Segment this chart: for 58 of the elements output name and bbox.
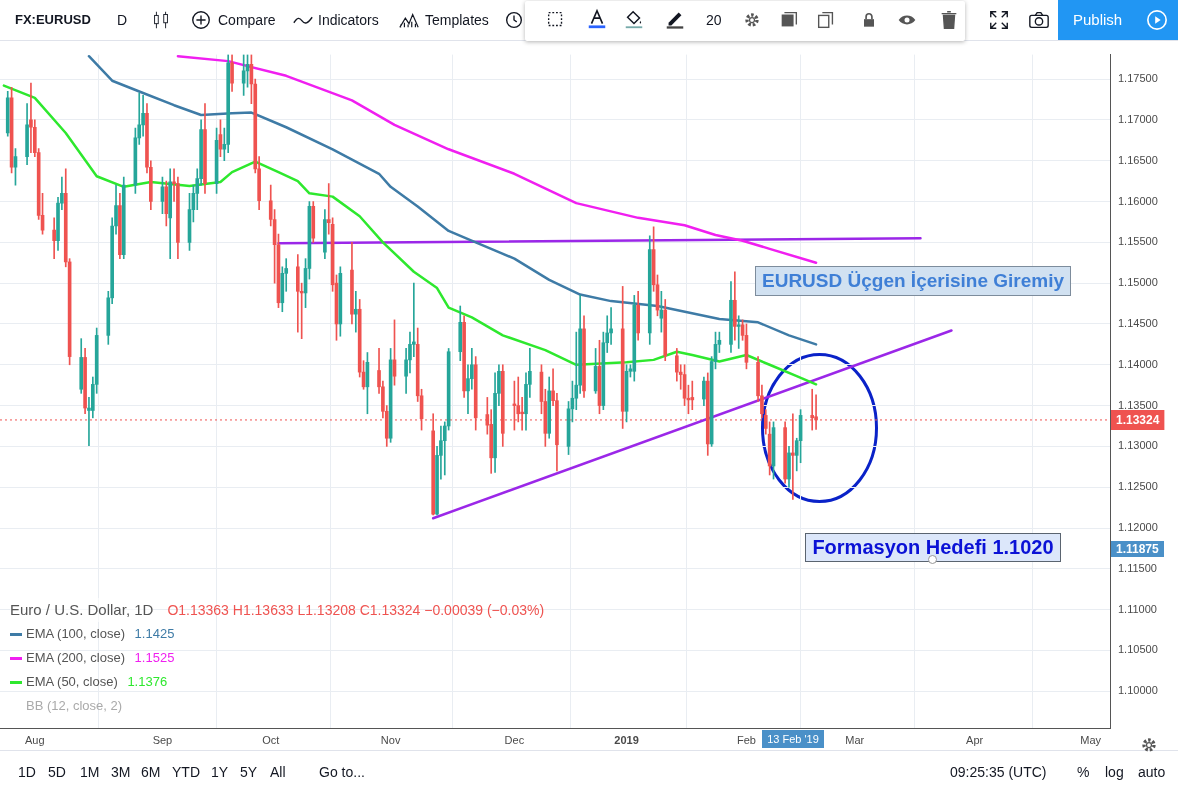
- y-tick-label: 1.16000: [1118, 194, 1158, 207]
- text: YTD: [172, 764, 200, 780]
- x-tick-label: May: [1080, 733, 1102, 746]
- y-tick-label: 1.12500: [1118, 480, 1158, 493]
- y-tick-label: 1.13500: [1118, 398, 1158, 411]
- y-tick-label: 1.10000: [1118, 684, 1158, 697]
- y-tick-label: 1.14000: [1118, 357, 1158, 370]
- text: 5Y: [240, 764, 258, 780]
- x-tick-label: Dec: [504, 733, 525, 746]
- ref-line-label: 1.13324: [1116, 413, 1160, 428]
- text: %: [1077, 764, 1090, 780]
- legend-label: EMA (100, close) 1.1425: [26, 625, 175, 643]
- y-tick-label: 1.17500: [1118, 72, 1158, 85]
- x-tick-label: Apr: [966, 733, 984, 746]
- legend-label: EMA (200, close) 1.1525: [26, 649, 175, 667]
- text: 1.11875: [1111, 541, 1164, 557]
- text: 09:25:35 (UTC): [950, 764, 1047, 780]
- text: 1M: [80, 764, 100, 780]
- x-tick-label: Oct: [262, 733, 280, 746]
- x-tick-label: Mar: [845, 733, 865, 746]
- y-tick-label: 1.17000: [1118, 112, 1158, 125]
- text: 1Y: [211, 764, 229, 780]
- text: auto: [1138, 764, 1166, 780]
- text: log: [1105, 764, 1124, 780]
- text: 5D: [48, 764, 66, 780]
- y-tick-label: 1.16500: [1118, 153, 1158, 166]
- annotation: Formasyon Hedefi 1.1020: [805, 533, 1061, 562]
- y-tick-label: 1.15000: [1118, 276, 1158, 289]
- annotation: BB (12, close, 2): [26, 697, 123, 715]
- text: Templates: [425, 12, 489, 28]
- text: Go to...: [319, 764, 365, 780]
- text: D: [117, 12, 128, 28]
- text: 3M: [111, 764, 131, 780]
- annotation: EURUSD Üçgen İçerisine Giremiy: [755, 266, 1071, 296]
- text: Compare: [218, 12, 276, 28]
- legend-label: EMA (50, close) 1.1376: [26, 673, 168, 691]
- x-tick-label: 2019: [614, 733, 639, 746]
- y-tick-label: 1.13000: [1118, 439, 1158, 452]
- y-tick-label: 1.12000: [1118, 521, 1158, 534]
- text: O1.13363 H1.13633 L1.13208 C1.13324 −0.00039 (−0.03%): [167, 601, 545, 620]
- text: Euro / U.S. Dollar, 1D: [10, 598, 154, 622]
- x-tick-label: Feb: [736, 733, 756, 746]
- x-tick-label: Aug: [25, 733, 45, 746]
- y-tick-label: 1.14500: [1118, 316, 1158, 329]
- text: 6M: [141, 764, 161, 780]
- text: FX:EURUSD: [15, 12, 91, 27]
- text: 20: [706, 12, 722, 28]
- text: 1D: [18, 764, 36, 780]
- text: Publish: [1073, 11, 1123, 28]
- x-tick-label: Nov: [380, 733, 401, 746]
- y-tick-label: 1.15500: [1118, 235, 1158, 248]
- y-tick-label: 1.11500: [1118, 561, 1157, 574]
- text: Indicators: [318, 12, 379, 28]
- y-tick-label: 1.11000: [1118, 602, 1157, 615]
- y-tick-label: 1.10500: [1118, 643, 1158, 656]
- text: 13 Feb '19: [762, 730, 824, 748]
- x-tick-label: Sep: [152, 733, 173, 746]
- text: All: [270, 764, 286, 780]
